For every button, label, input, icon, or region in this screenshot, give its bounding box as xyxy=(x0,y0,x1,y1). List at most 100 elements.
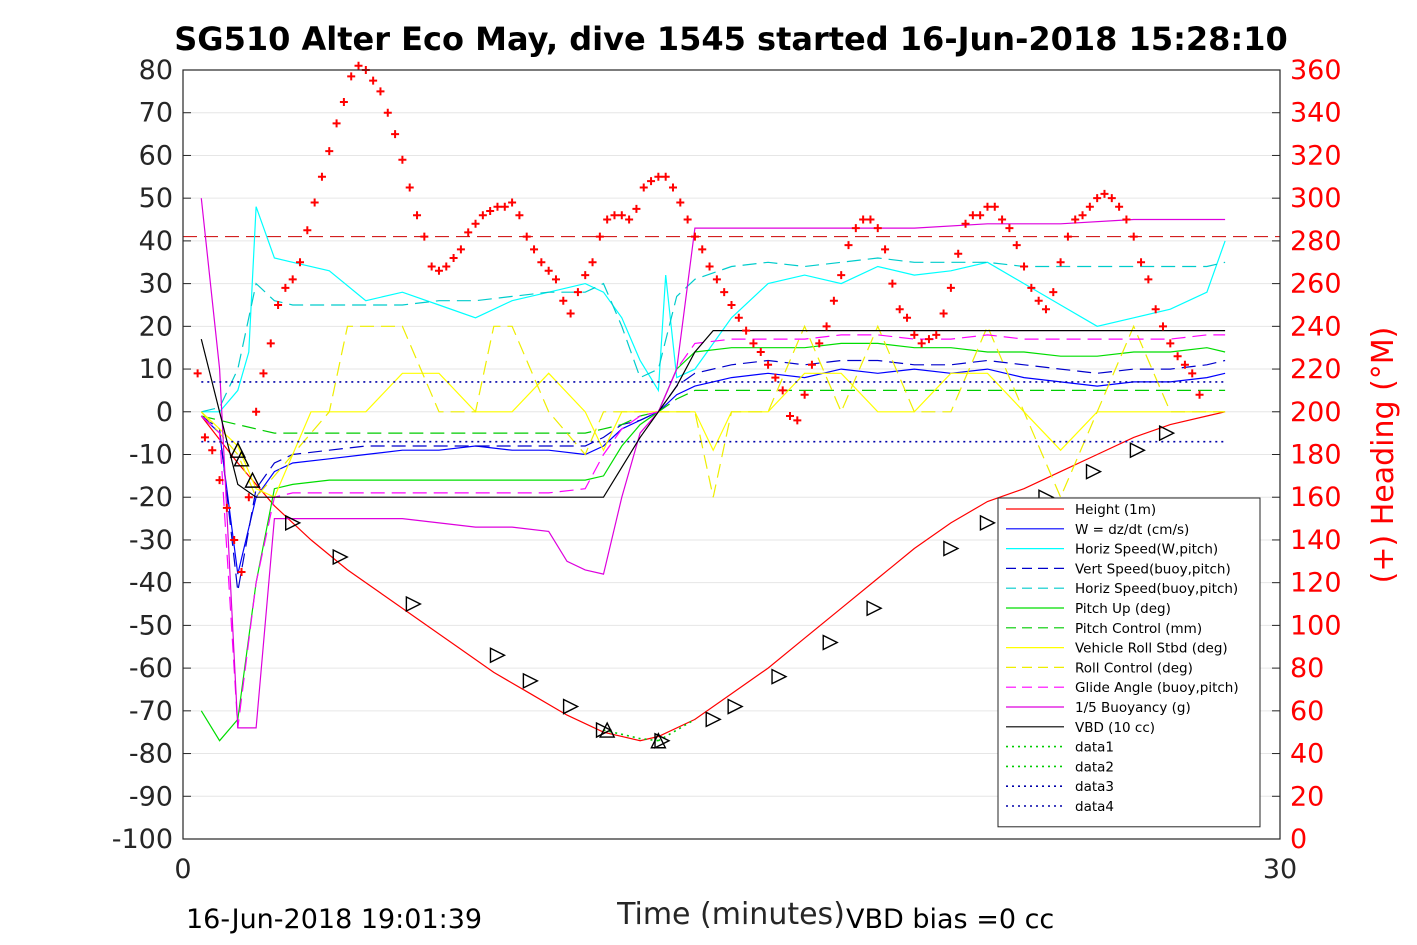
triangle-marker xyxy=(866,600,883,617)
heading-marker xyxy=(522,232,531,241)
heading-marker xyxy=(939,309,948,318)
heading-marker xyxy=(968,211,977,220)
triangle-marker xyxy=(822,634,839,651)
y-tick-label: 50 xyxy=(139,183,173,214)
heading-marker xyxy=(1020,262,1029,271)
triangle-marker xyxy=(405,595,422,613)
heading-marker xyxy=(932,330,941,339)
heading-marker xyxy=(837,271,846,280)
heading-marker xyxy=(712,275,721,284)
heading-marker xyxy=(961,219,970,228)
heading-marker xyxy=(493,202,502,211)
y-tick-label-right: 340 xyxy=(1290,98,1342,129)
ticks: 80706050403020100-10-20-30-40-50-60-70-8… xyxy=(112,55,1342,885)
heading-marker xyxy=(1166,339,1175,348)
heading-marker xyxy=(1093,194,1102,203)
heading-marker xyxy=(588,258,597,267)
heading-marker xyxy=(391,130,400,139)
heading-marker xyxy=(998,215,1007,224)
heading-marker xyxy=(727,300,736,309)
legend: Height (1m) W = dz/dt (cm/s) Horiz Speed(W… xyxy=(997,497,1261,828)
heading-marker xyxy=(354,61,363,70)
plot-area xyxy=(183,61,1280,749)
y-tick-label-right: 100 xyxy=(1290,610,1342,641)
legend-entry: Vert Speed(buoy,pitch) xyxy=(1075,561,1231,577)
heading-marker xyxy=(1071,215,1080,224)
heading-marker xyxy=(215,476,224,485)
heading-marker xyxy=(1195,390,1204,399)
y-tick-label-right: 120 xyxy=(1290,568,1342,599)
triangle-marker xyxy=(599,721,616,738)
heading-marker xyxy=(398,155,407,164)
heading-marker xyxy=(1049,288,1058,297)
heading-marker xyxy=(800,390,809,399)
y-axis-label-right: (+) Heading (°M) xyxy=(1366,327,1401,584)
heading-marker xyxy=(603,215,612,224)
heading-marker xyxy=(793,416,802,425)
y-tick-label-right: 20 xyxy=(1290,781,1324,812)
triangle-marker xyxy=(727,698,744,715)
series-line-0 xyxy=(200,411,1226,742)
y-tick-label: -70 xyxy=(129,696,173,727)
y-tick-label-right: 180 xyxy=(1290,440,1342,471)
heading-marker xyxy=(910,330,919,339)
triangle-marker xyxy=(1129,442,1146,459)
triangle-marker xyxy=(562,698,580,715)
y-tick-label: -100 xyxy=(112,824,173,855)
legend-entry: Horiz Speed(buoy,pitch) xyxy=(1075,581,1238,597)
heading-marker xyxy=(734,313,743,322)
heading-marker xyxy=(266,339,275,348)
heading-marker xyxy=(1115,202,1124,211)
y-tick-label: -20 xyxy=(129,482,173,513)
heading-marker xyxy=(200,433,209,442)
legend-box xyxy=(997,497,1261,828)
heading-marker xyxy=(339,98,348,107)
heading-marker xyxy=(881,245,890,254)
heading-marker xyxy=(244,493,253,502)
y-tick-label: 80 xyxy=(139,55,173,86)
heading-marker xyxy=(420,232,429,241)
heading-marker xyxy=(581,271,590,280)
heading-marker xyxy=(1063,232,1072,241)
series-line-13 xyxy=(657,718,696,742)
heading-marker xyxy=(274,300,283,309)
heading-marker xyxy=(427,262,436,271)
heading-marker xyxy=(983,202,992,211)
y-tick-label-right: 80 xyxy=(1290,653,1324,684)
legend-entry: Horiz Speed(W,pitch) xyxy=(1075,542,1218,558)
heading-marker xyxy=(698,245,707,254)
heading-marker xyxy=(720,288,729,297)
y-tick-label: 70 xyxy=(139,98,173,129)
legend-entry: Height (1m) xyxy=(1075,502,1156,518)
heading-marker xyxy=(829,296,838,305)
heading-marker xyxy=(281,283,290,292)
triangle-marker xyxy=(1158,425,1176,442)
heading-marker xyxy=(456,245,465,254)
legend-entry: Glide Angle (buoy,pitch) xyxy=(1075,680,1239,696)
heading-marker xyxy=(639,183,648,192)
heading-marker xyxy=(383,108,392,117)
heading-marker xyxy=(559,296,568,305)
heading-marker xyxy=(1078,211,1087,220)
heading-marker xyxy=(632,204,641,213)
heading-marker xyxy=(369,76,378,85)
heading-marker xyxy=(676,198,685,207)
legend-entry: data2 xyxy=(1075,759,1114,775)
heading-marker xyxy=(617,211,626,220)
heading-marker xyxy=(764,360,773,369)
heading-marker xyxy=(873,224,882,233)
y-tick-label: -30 xyxy=(129,525,173,556)
series-line-2 xyxy=(201,206,1226,413)
footer-timestamp: 16-Jun-2018 19:01:39 xyxy=(186,904,482,935)
y-tick-label-right: 240 xyxy=(1290,311,1342,342)
legend-entry: Roll Control (deg) xyxy=(1075,660,1193,676)
triangle-marker xyxy=(654,732,671,749)
y-tick-label-right: 260 xyxy=(1290,269,1342,300)
heading-marker xyxy=(749,339,758,348)
heading-marker xyxy=(661,172,670,181)
heading-marker xyxy=(1012,241,1021,250)
y-tick-label: 30 xyxy=(139,269,173,300)
x-tick-label: 0 xyxy=(174,854,191,885)
series-line-4 xyxy=(201,257,1226,413)
